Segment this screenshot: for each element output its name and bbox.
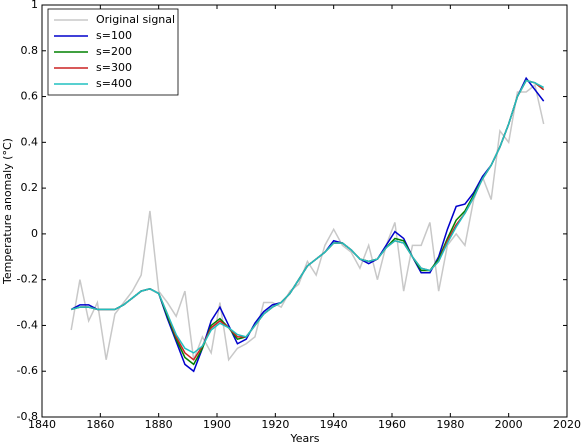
legend-label: s=200 (96, 45, 132, 58)
y-tick-label: -0.2 (17, 273, 38, 286)
x-tick-label: 1940 (320, 418, 348, 431)
y-tick-label: -0.4 (17, 318, 38, 331)
y-tick-label: -0.8 (17, 410, 38, 423)
series-line (70, 76, 545, 373)
x-tick-label: 1920 (261, 418, 289, 431)
plot-frame (41, 4, 568, 418)
legend-label: s=300 (96, 61, 132, 74)
x-tick-label: 2020 (553, 418, 581, 431)
y-tick-label: 0.2 (21, 181, 39, 194)
x-tick-label: 2000 (495, 418, 523, 431)
x-axis-label: Years (289, 432, 319, 445)
y-tick-label: 0 (31, 227, 38, 240)
x-tick-label: 1980 (436, 418, 464, 431)
legend-label: Original signal (96, 13, 175, 26)
x-tick-label: 1880 (145, 418, 173, 431)
x-tick-label: 1900 (203, 418, 231, 431)
series-line (70, 79, 545, 366)
legend-label: s=100 (96, 29, 132, 42)
series-line (70, 79, 545, 361)
x-tick-label: 1840 (28, 418, 56, 431)
series-line (70, 83, 545, 362)
y-tick-label: 1 (31, 0, 38, 11)
y-axis-label: Temperature anomaly (°C) (1, 138, 14, 285)
x-tick-label: 1960 (378, 418, 406, 431)
legend: Original signal s=100 s=200 s=300 s=400 (47, 8, 179, 96)
legend-label: s=400 (96, 77, 132, 90)
series-line (70, 79, 545, 354)
y-tick-label: -0.6 (17, 364, 38, 377)
x-tick-label: 1860 (86, 418, 114, 431)
y-tick-label: 0.6 (21, 90, 39, 103)
y-tick-label: 0.4 (21, 135, 39, 148)
y-tick-label: 0.8 (21, 44, 39, 57)
